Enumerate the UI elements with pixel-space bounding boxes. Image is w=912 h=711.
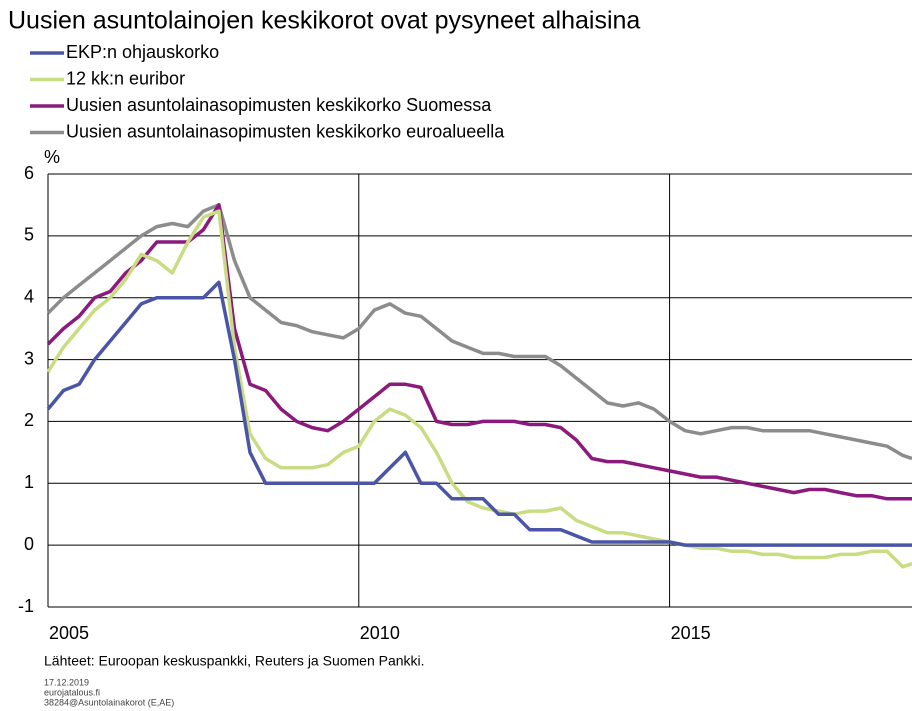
source: Lähteet: Euroopan keskuspankki, Reuters … xyxy=(44,653,425,669)
series-line xyxy=(46,203,912,501)
y-tick-label: 4 xyxy=(24,286,34,306)
x-tick-label: 2005 xyxy=(49,623,89,643)
note: 38284@Asuntolainakorot (E,AE) xyxy=(44,697,174,707)
y-tick-label: 5 xyxy=(24,225,34,245)
x-tick-label: 2015 xyxy=(671,623,711,643)
y-tick-label: 1 xyxy=(24,472,34,492)
y-tick-label: 2 xyxy=(24,410,34,430)
note: 17.12.2019 xyxy=(44,677,89,687)
note: eurojatalous.fi xyxy=(44,687,100,697)
y-tick-label: 0 xyxy=(24,534,34,554)
legend-label: 12 kk:n euribor xyxy=(66,68,185,88)
legend-label: Uusien asuntolainasopimusten keskikorko … xyxy=(66,95,492,115)
y-tick-label: 6 xyxy=(24,163,34,183)
legend-label: EKP:n ohjauskorko xyxy=(66,42,219,62)
series-line xyxy=(46,203,912,461)
chart-title: Uusien asuntolainojen keskikorot ovat py… xyxy=(8,7,640,35)
series-line xyxy=(46,209,912,569)
y-axis-label: % xyxy=(44,147,60,167)
legend-label: Uusien asuntolainasopimusten keskikorko … xyxy=(66,121,505,141)
y-tick-label: 3 xyxy=(24,348,34,368)
series-line xyxy=(46,280,912,547)
x-tick-label: 2010 xyxy=(360,623,400,643)
y-tick-label: -1 xyxy=(18,596,34,616)
